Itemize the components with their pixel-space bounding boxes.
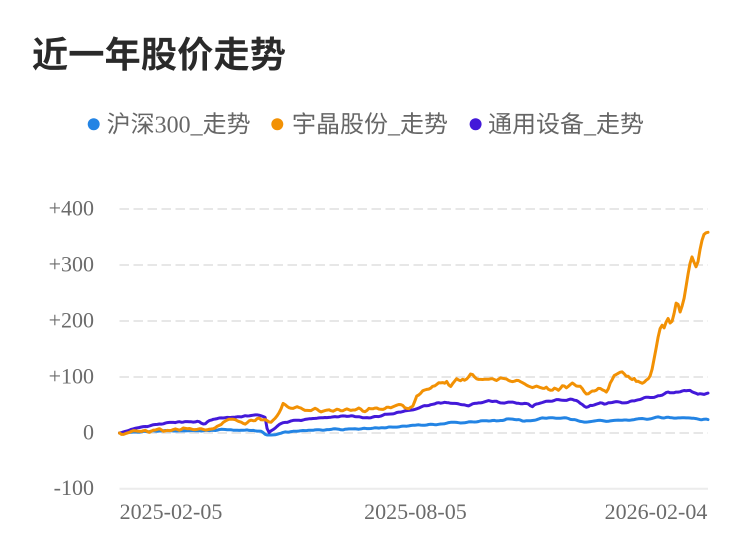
svg-text:0: 0 (83, 419, 94, 444)
svg-text:2025-02-05: 2025-02-05 (120, 499, 223, 524)
svg-text:+300: +300 (49, 251, 94, 276)
svg-text:2026-02-04: 2026-02-04 (605, 499, 708, 524)
svg-text:+200: +200 (49, 307, 94, 332)
svg-text:-100: -100 (54, 475, 94, 500)
svg-text:+400: +400 (49, 195, 94, 220)
svg-text:2025-08-05: 2025-08-05 (364, 499, 467, 524)
svg-text:+100: +100 (49, 363, 94, 388)
